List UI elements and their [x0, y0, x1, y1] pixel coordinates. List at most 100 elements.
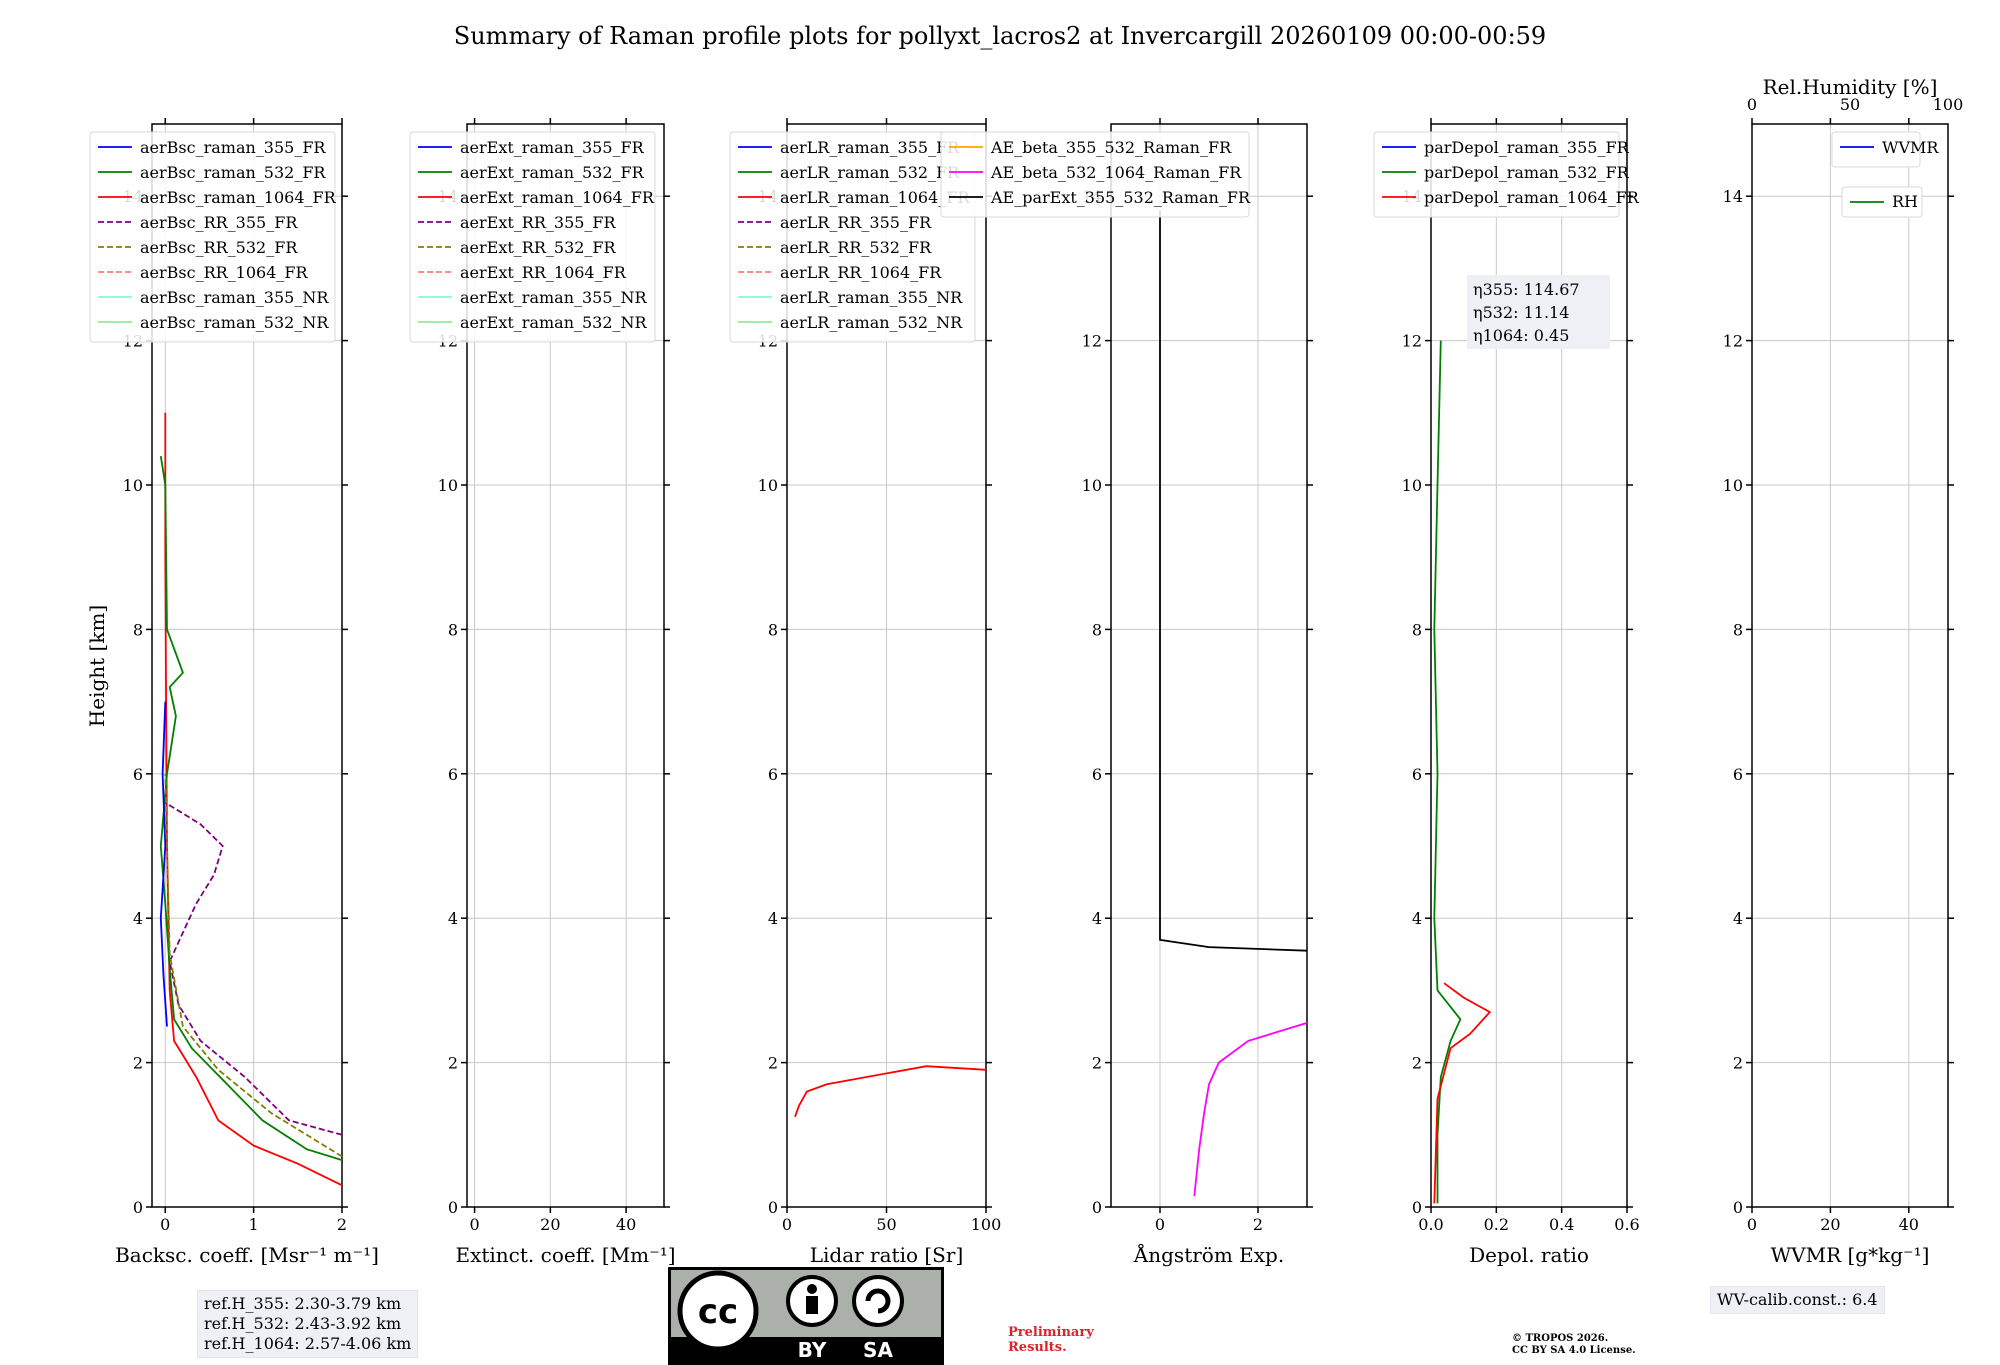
ytick-label: 4 [133, 909, 143, 928]
ytick-label: 0 [1092, 1198, 1102, 1217]
axes-frame [151, 123, 343, 1208]
by-label: BY [798, 1338, 827, 1362]
legend-box [1373, 131, 1620, 218]
top-tick-label: 50 [1840, 95, 1860, 114]
legend-label: parDepol_raman_532_FR [1424, 163, 1630, 182]
legend-label: aerBsc_RR_355_FR [140, 213, 298, 232]
panel-angstrom: 0246810121402Ångström Exp.AE_beta_355_53… [940, 118, 1313, 1267]
series-parDepol_raman_1064_FR [1433, 982, 1492, 1204]
ytick-label: 6 [1733, 765, 1743, 784]
ytick-label: 6 [1092, 765, 1102, 784]
ytick-label: 10 [1402, 476, 1422, 495]
copyright-line-2: CC BY SA 4.0 License. [1512, 1345, 1636, 1356]
ytick-label: 2 [1092, 1054, 1102, 1073]
cc-circle-icon [677, 1270, 759, 1352]
legend-box [729, 131, 976, 343]
ytick-label: 4 [1733, 909, 1743, 928]
legend-label: aerLR_raman_355_NR [780, 288, 963, 307]
depol-annotation: η1064: 0.45 [1473, 326, 1569, 345]
cc-license-logo: cc BY SA [668, 1267, 944, 1365]
legend-label: aerExt_raman_355_NR [460, 288, 648, 307]
axes-frame [466, 123, 665, 1208]
series-aerBsc_raman_1064_FR [164, 412, 343, 1187]
ytick-label: 8 [133, 620, 143, 639]
legend2-label: RH [1892, 192, 1918, 211]
figure-title: Summary of Raman profile plots for polly… [453, 22, 1547, 50]
depol-annotation: η355: 114.67 [1473, 280, 1580, 299]
ytick-label: 12 [1402, 332, 1422, 351]
series-AE_beta_532_1064_Raman_FR [1193, 1022, 1308, 1197]
ytick-label: 10 [1082, 476, 1102, 495]
panel-wvmr: 0 2 4 6 8 10 12 14 0 20 40 WVMR [g*kg⁻¹] WVMR RH 0 50 10… [1723, 75, 1964, 1267]
ytick-label: 0 [768, 1198, 778, 1217]
xtick-label: 2 [1253, 1215, 1263, 1234]
panel-lidar_ratio: 02468101214050100Lidar ratio [Sr]aerLR_r… [729, 118, 1002, 1267]
ytick-label: 8 [1412, 620, 1422, 639]
series-aerBsc_RR_532_FR [164, 773, 343, 1158]
ytick-label: 4 [448, 909, 458, 928]
sa-label: SA [863, 1338, 893, 1362]
xlabel: Lidar ratio [Sr] [810, 1243, 964, 1267]
xtick-label: 1 [249, 1215, 259, 1234]
copyright-line-1: © TROPOS 2026. [1512, 1333, 1609, 1344]
xtick-label: 20 [1820, 1215, 1840, 1234]
legend-box [89, 131, 336, 343]
legend-label: WVMR [1882, 138, 1939, 157]
series-aerLR_raman_1064_FR [794, 1065, 987, 1118]
sa-share-icon [852, 1275, 904, 1327]
ytick-label: 2 [448, 1054, 458, 1073]
legend-label: aerExt_RR_355_FR [460, 213, 617, 232]
ytick-label: 14 [1723, 187, 1743, 206]
legend-label: AE_beta_355_532_Raman_FR [990, 138, 1232, 157]
ytick-label: 6 [768, 765, 778, 784]
legend-label: aerExt_raman_532_NR [460, 313, 648, 332]
legend-label: aerBsc_raman_532_NR [140, 313, 329, 332]
xlabel: Depol. ratio [1469, 1243, 1589, 1267]
ytick-label: 12 [1082, 332, 1102, 351]
xtick-label: 0 [782, 1215, 792, 1234]
depol-annotation-box [1467, 275, 1610, 349]
series-aerBsc_raman_532_FR [159, 455, 343, 1161]
ref-height-532: ref.H_532: 2.43-3.92 km [204, 1314, 402, 1333]
preliminary-line-1: Preliminary [1008, 1325, 1094, 1340]
ytick-label: 10 [1723, 476, 1743, 495]
xtick-label: 40 [616, 1215, 636, 1234]
copyright-note: © TROPOS 2026. CC BY SA 4.0 License. [1512, 1333, 1636, 1357]
ytick-label: 2 [768, 1054, 778, 1073]
legend-label: aerBsc_raman_355_FR [140, 138, 326, 157]
depol-annotation: η532: 11.14 [1473, 303, 1569, 322]
top-tick-label: 100 [1933, 95, 1964, 114]
ytick-label: 0 [1733, 1198, 1743, 1217]
legend-box [940, 131, 1250, 218]
axes-frame [1110, 123, 1308, 1208]
series-AE_parExt_355_532_Raman_FR [1159, 210, 1308, 952]
legend-label: aerExt_raman_1064_FR [460, 188, 655, 207]
legend-label: aerExt_RR_1064_FR [460, 263, 627, 282]
ytick-label: 2 [1412, 1054, 1422, 1073]
legend-label: aerLR_RR_532_FR [780, 238, 932, 257]
legend-label: aerBsc_RR_1064_FR [140, 263, 309, 282]
xtick-label: 0.2 [1484, 1215, 1509, 1234]
ytick-label: 4 [768, 909, 778, 928]
legend-box [409, 131, 656, 343]
panel-backscatter: 02468101214012Backsc. coeff. [Msr⁻¹ m⁻¹]… [89, 118, 379, 1267]
legend-label: aerBsc_raman_355_NR [140, 288, 329, 307]
xtick-label: 0 [1747, 1215, 1757, 1234]
xtick-label: 100 [971, 1215, 1002, 1234]
ytick-label: 8 [768, 620, 778, 639]
ytick-label: 8 [448, 620, 458, 639]
axes-frame [786, 123, 987, 1208]
ytick-label: 8 [1733, 620, 1743, 639]
series-parDepol_raman_532_FR [1433, 340, 1462, 1204]
ytick-label: 2 [133, 1054, 143, 1073]
xtick-label: 40 [1899, 1215, 1919, 1234]
legend-label: aerLR_raman_532_FR [780, 163, 960, 182]
ytick-label: 10 [123, 476, 143, 495]
legend-label: aerLR_raman_1064_FR [780, 188, 970, 207]
cc-logo-text: cc [698, 1292, 738, 1332]
ref-height-box: ref.H_355: 2.30-3.79 km ref.H_532: 2.43-… [197, 1290, 419, 1358]
legend-label: aerLR_raman_355_FR [780, 138, 960, 157]
panel-extinction: 0246810121402040Extinct. coeff. [Mm⁻¹]ae… [409, 118, 676, 1267]
